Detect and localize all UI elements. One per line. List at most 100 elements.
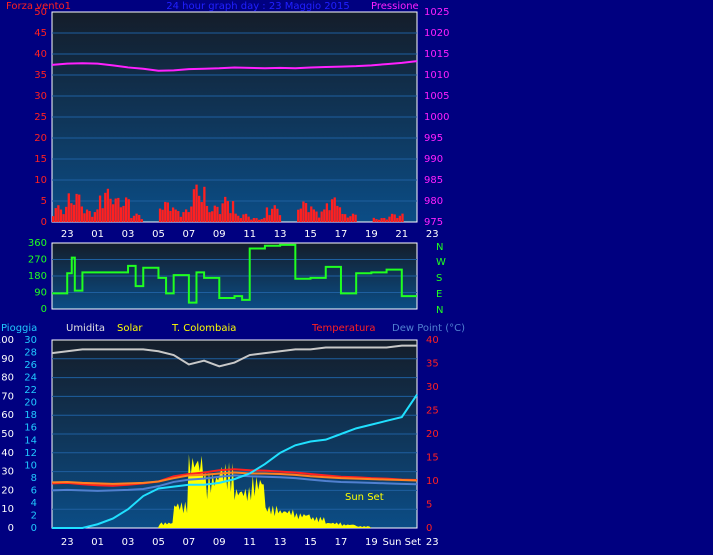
wind-bar bbox=[88, 211, 91, 222]
compass-label-s: S bbox=[436, 273, 442, 284]
rain-tick-label: 2 bbox=[31, 510, 37, 521]
direction-tick-label: 90 bbox=[34, 288, 47, 299]
wind-bar bbox=[140, 219, 143, 222]
x-tick-label-bottom: 11 bbox=[243, 537, 256, 548]
compass-label-n-top: N bbox=[436, 242, 443, 253]
wind-tick-label: 35 bbox=[34, 70, 47, 81]
humidity-tick-label: 30 bbox=[1, 467, 14, 478]
wind-bar bbox=[119, 207, 123, 222]
wind-bar bbox=[239, 218, 243, 222]
wind-bar bbox=[138, 215, 141, 222]
wind-axis-title: Forza vento1 bbox=[6, 1, 71, 12]
x-tick-label-bottom: 19 bbox=[365, 537, 378, 548]
wind-bar bbox=[375, 219, 378, 222]
humidity-tick-label: 10 bbox=[1, 504, 14, 515]
wind-bar bbox=[106, 188, 110, 222]
wind-bar bbox=[190, 206, 193, 222]
wind-bar bbox=[273, 205, 276, 222]
wind-bar bbox=[237, 215, 240, 222]
series-layer bbox=[51, 60, 418, 529]
rain-tick-label: 22 bbox=[24, 385, 37, 396]
rain-tick-label: 6 bbox=[31, 485, 37, 496]
wind-bar bbox=[333, 197, 336, 222]
temperature-tick-label: 30 bbox=[426, 382, 439, 393]
wind-bar bbox=[96, 209, 99, 222]
humidity-tick-label: 80 bbox=[1, 373, 14, 384]
wind-bar bbox=[93, 212, 97, 222]
legend-dewpoint: Dew Point (°C) bbox=[392, 323, 465, 334]
direction-tick-label: 0 bbox=[41, 304, 47, 315]
x-tick-label-top: 05 bbox=[152, 229, 165, 240]
direction-tick-label: 360 bbox=[28, 238, 47, 249]
pressure-tick-label: 980 bbox=[424, 196, 443, 207]
wind-bar bbox=[127, 199, 130, 222]
wind-bar bbox=[179, 216, 183, 222]
wind-bar bbox=[390, 213, 394, 222]
wind-bar bbox=[325, 203, 329, 222]
wind-tick-label: 50 bbox=[34, 7, 47, 18]
direction-tick-label: 270 bbox=[28, 255, 47, 266]
wind-bar bbox=[132, 215, 136, 222]
x-tick-label-top: 13 bbox=[274, 229, 287, 240]
wind-tick-label: 5 bbox=[41, 196, 47, 207]
wind-bar bbox=[388, 216, 391, 222]
wind-bar bbox=[278, 215, 282, 222]
rain-tick-label: 4 bbox=[31, 498, 37, 509]
rain-tick-label: 18 bbox=[24, 410, 37, 421]
x-tick-label-top: 17 bbox=[335, 229, 348, 240]
humidity-tick-label: 70 bbox=[1, 391, 14, 402]
wind-bar bbox=[323, 209, 326, 222]
direction-tick-label: 180 bbox=[28, 271, 47, 282]
wind-bar bbox=[198, 195, 201, 222]
wind-bar bbox=[383, 217, 386, 222]
pressure-tick-label: 1020 bbox=[424, 28, 449, 39]
legend-tcolombaia: T. Colombaia bbox=[171, 323, 236, 334]
wind-bar bbox=[372, 217, 375, 222]
temperature-tick-label: 35 bbox=[426, 359, 439, 370]
wind-tick-label: 20 bbox=[34, 133, 47, 144]
wind-bar bbox=[385, 219, 389, 222]
wind-bar bbox=[377, 219, 381, 222]
pressure-tick-label: 1010 bbox=[424, 70, 449, 81]
compass-label-e: E bbox=[436, 289, 442, 300]
temperature-tick-label: 15 bbox=[426, 453, 439, 464]
wind-bar bbox=[169, 210, 172, 222]
x-tick-label-bottom: 01 bbox=[91, 537, 104, 548]
pressure-axis-title: Pressione bbox=[371, 1, 419, 12]
wind-bar bbox=[62, 214, 65, 222]
pressure-tick-label: 985 bbox=[424, 175, 443, 186]
wind-bar bbox=[315, 211, 318, 222]
wind-bar bbox=[195, 184, 198, 222]
x-tick-label-top: 01 bbox=[91, 229, 104, 240]
wind-bar bbox=[91, 216, 94, 222]
wind-bar bbox=[117, 197, 120, 222]
humidity-tick-label: 60 bbox=[1, 410, 14, 421]
wind-bar bbox=[338, 207, 342, 222]
chart-title: 24 hour graph day : 23 Maggio 2015 bbox=[166, 1, 349, 12]
humidity-tick-label: 40 bbox=[1, 448, 14, 459]
rain-tick-label: 12 bbox=[24, 448, 37, 459]
x-tick-label-top: 21 bbox=[395, 229, 408, 240]
wind-bar bbox=[224, 196, 227, 222]
wind-bar bbox=[317, 217, 321, 222]
tcolombaia-line bbox=[51, 471, 418, 485]
wind-tick-label: 0 bbox=[41, 217, 47, 228]
temperature-tick-label: 20 bbox=[426, 429, 439, 440]
legend-umidita: Umidita bbox=[66, 323, 105, 334]
x-tick-label-top: 07 bbox=[183, 229, 196, 240]
wind-bar bbox=[307, 212, 310, 222]
pressure-tick-label: 1025 bbox=[424, 7, 449, 18]
wind-bar bbox=[257, 219, 261, 222]
compass-label-n-bottom: N bbox=[436, 305, 443, 316]
wind-bar bbox=[380, 218, 383, 222]
wind-bar bbox=[166, 202, 170, 222]
temperature-tick-label: 40 bbox=[426, 335, 439, 346]
wind-bar bbox=[125, 197, 128, 222]
pressure-tick-label: 1000 bbox=[424, 112, 449, 123]
wind-bar bbox=[260, 219, 263, 222]
x-tick-label-top: 03 bbox=[122, 229, 135, 240]
wind-bar bbox=[130, 218, 133, 222]
wind-bar bbox=[320, 211, 323, 222]
wind-bar bbox=[304, 203, 308, 222]
